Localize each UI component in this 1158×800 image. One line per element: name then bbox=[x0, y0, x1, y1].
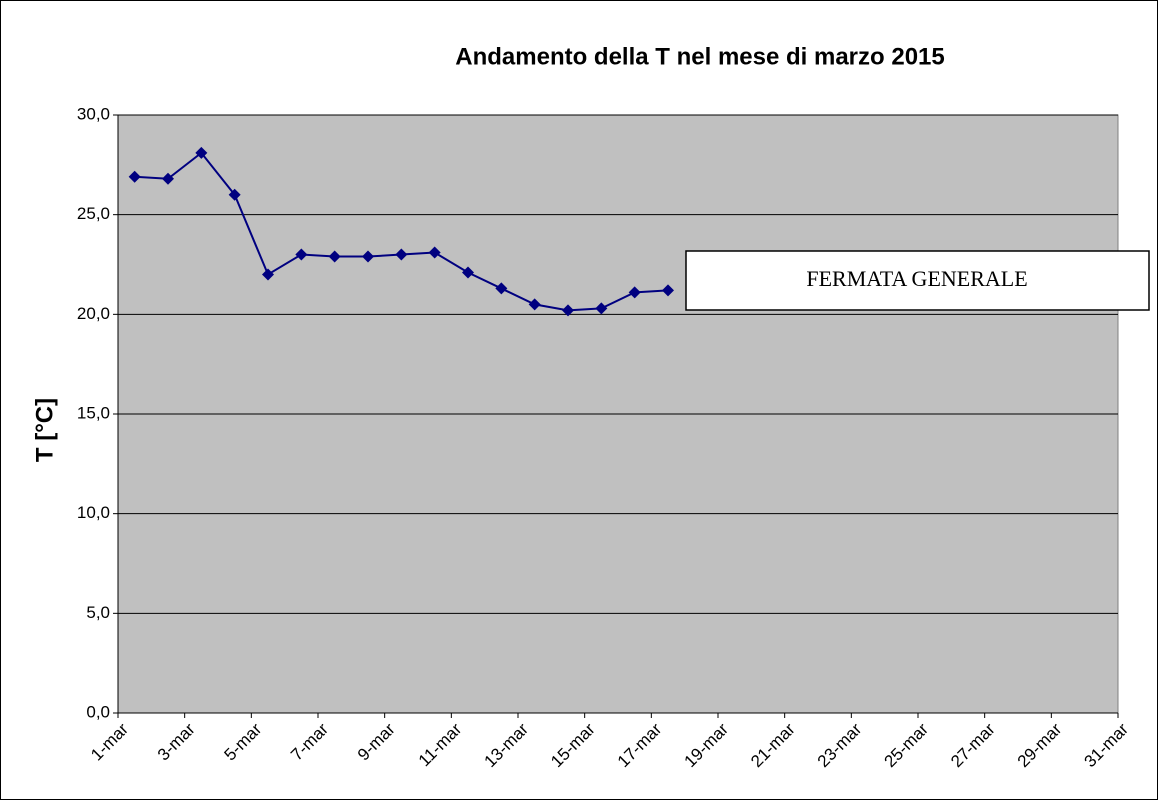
data-point bbox=[662, 284, 674, 297]
data-point bbox=[295, 248, 308, 261]
y-axis-label: T [°C] bbox=[31, 398, 58, 462]
y-tick-label: 10,0 bbox=[77, 503, 110, 522]
annotation-box bbox=[685, 250, 1150, 311]
data-point bbox=[262, 268, 274, 281]
data-point bbox=[628, 286, 641, 299]
y-tick-label: 0,0 bbox=[86, 702, 110, 721]
data-point bbox=[128, 170, 141, 183]
y-tick-label: 25,0 bbox=[77, 204, 110, 223]
y-tick-label: 15,0 bbox=[77, 403, 110, 422]
data-point bbox=[362, 250, 374, 263]
y-tick-label: 5,0 bbox=[86, 603, 110, 622]
data-point bbox=[462, 266, 474, 279]
y-tick-label: 30,0 bbox=[77, 104, 110, 123]
data-point bbox=[562, 304, 574, 317]
data-point bbox=[395, 248, 408, 261]
data-point bbox=[528, 298, 541, 311]
data-point bbox=[428, 246, 441, 259]
y-tick-label: 20,0 bbox=[77, 304, 110, 323]
data-point bbox=[195, 146, 208, 159]
data-point bbox=[162, 172, 174, 185]
data-point bbox=[328, 250, 341, 263]
chart-title: Andamento della T nel mese di marzo 2015 bbox=[455, 43, 945, 70]
data-point bbox=[228, 188, 241, 201]
data-point bbox=[595, 302, 608, 315]
annotation: FERMATA GENERALE bbox=[806, 266, 1027, 291]
data-point bbox=[495, 282, 508, 295]
